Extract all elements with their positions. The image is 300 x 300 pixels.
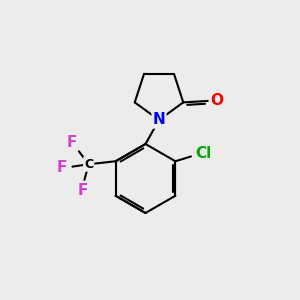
Text: N: N [153, 112, 165, 128]
Text: O: O [210, 93, 223, 108]
Text: C: C [84, 158, 93, 171]
Text: Cl: Cl [196, 146, 212, 161]
Text: F: F [67, 135, 77, 150]
Text: F: F [57, 160, 68, 175]
Text: F: F [78, 183, 88, 198]
